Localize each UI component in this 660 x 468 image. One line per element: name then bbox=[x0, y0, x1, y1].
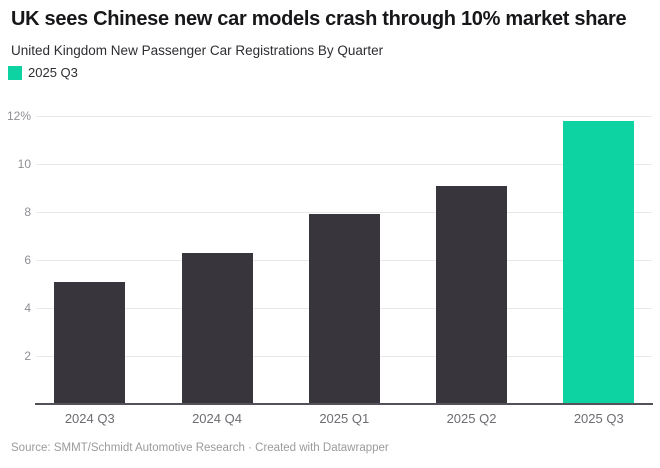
source-line: Source: SMMT/Schmidt Automotive Research… bbox=[11, 442, 389, 454]
chart-title: UK sees Chinese new car models crash thr… bbox=[11, 8, 627, 30]
bar-2024-q4 bbox=[181, 252, 253, 404]
bar-2025-q2 bbox=[436, 185, 507, 404]
x-axis-tick-label: 2025 Q1 bbox=[319, 411, 370, 426]
x-axis-line bbox=[35, 403, 653, 405]
bar-2025-q1 bbox=[308, 214, 380, 404]
legend-swatch-icon bbox=[8, 65, 22, 80]
y-axis-tick-label: 2 bbox=[24, 349, 31, 363]
gridline bbox=[36, 115, 652, 117]
legend-label: 2025 Q3 bbox=[28, 65, 78, 80]
legend: 2025 Q3 bbox=[8, 65, 78, 80]
y-axis-tick-label: 6 bbox=[24, 253, 31, 267]
bar-2024-q3 bbox=[54, 281, 126, 404]
chart-subtitle: United Kingdom New Passenger Car Registr… bbox=[11, 43, 384, 58]
y-axis-tick-label: 10 bbox=[17, 157, 31, 171]
bar-plot bbox=[36, 104, 652, 404]
bar-2025-q3 bbox=[563, 120, 635, 404]
x-axis-tick-label: 2025 Q3 bbox=[573, 411, 624, 426]
x-axis-tick-label: 2024 Q4 bbox=[192, 411, 242, 426]
y-axis-tick-label: 12% bbox=[6, 109, 31, 123]
y-axis-tick-label: 4 bbox=[24, 301, 31, 315]
x-axis-tick-label: 2025 Q2 bbox=[446, 411, 497, 426]
y-axis-tick-label: 8 bbox=[24, 205, 31, 219]
gridline bbox=[36, 211, 652, 213]
gridline bbox=[36, 163, 652, 165]
x-axis-tick-label: 2024 Q3 bbox=[64, 411, 115, 426]
